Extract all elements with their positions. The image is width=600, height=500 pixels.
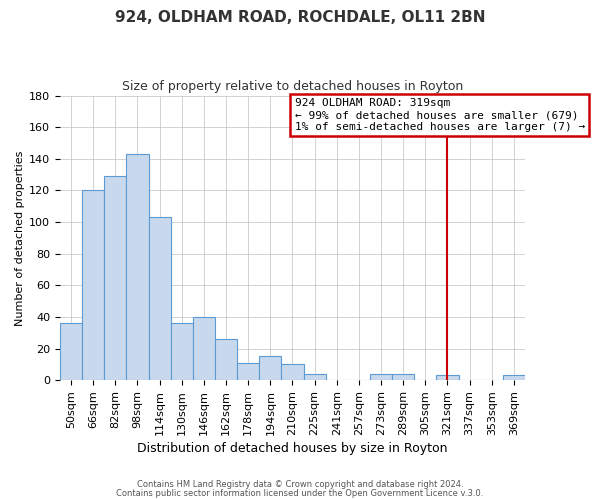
- Bar: [237, 363, 259, 380]
- Bar: [436, 376, 458, 380]
- X-axis label: Distribution of detached houses by size in Royton: Distribution of detached houses by size …: [137, 442, 448, 455]
- Bar: [281, 364, 304, 380]
- Bar: [149, 218, 171, 380]
- Text: 924, OLDHAM ROAD, ROCHDALE, OL11 2BN: 924, OLDHAM ROAD, ROCHDALE, OL11 2BN: [115, 10, 485, 25]
- Bar: [104, 176, 127, 380]
- Y-axis label: Number of detached properties: Number of detached properties: [15, 150, 25, 326]
- Title: Size of property relative to detached houses in Royton: Size of property relative to detached ho…: [122, 80, 463, 93]
- Text: 924 OLDHAM ROAD: 319sqm
← 99% of detached houses are smaller (679)
1% of semi-de: 924 OLDHAM ROAD: 319sqm ← 99% of detache…: [295, 98, 585, 132]
- Bar: [215, 339, 237, 380]
- Bar: [127, 154, 149, 380]
- Text: Contains HM Land Registry data © Crown copyright and database right 2024.: Contains HM Land Registry data © Crown c…: [137, 480, 463, 489]
- Bar: [193, 317, 215, 380]
- Bar: [503, 376, 525, 380]
- Bar: [370, 374, 392, 380]
- Bar: [60, 324, 82, 380]
- Bar: [259, 356, 281, 380]
- Bar: [82, 190, 104, 380]
- Bar: [171, 324, 193, 380]
- Bar: [304, 374, 326, 380]
- Text: Contains public sector information licensed under the Open Government Licence v.: Contains public sector information licen…: [116, 488, 484, 498]
- Bar: [392, 374, 414, 380]
